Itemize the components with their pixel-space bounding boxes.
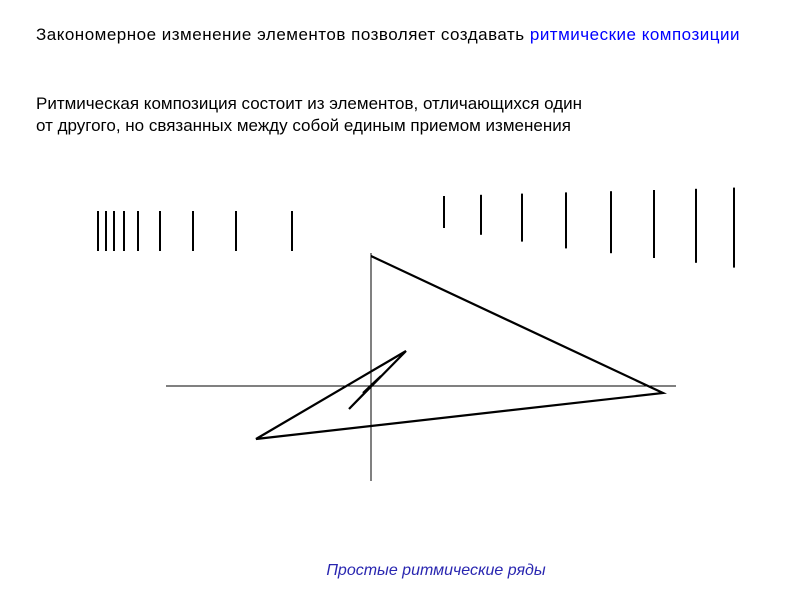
title-black: Закономерное изменение элементов позволя… <box>36 25 530 44</box>
subtitle: Ритмическая композиция состоит из элемен… <box>36 93 764 137</box>
subtitle-line-2: от другого, но связанных между собой еди… <box>36 115 764 137</box>
diagram-container <box>36 161 764 491</box>
page: Закономерное изменение элементов позволя… <box>0 0 800 600</box>
subtitle-line-1: Ритмическая композиция состоит из элемен… <box>36 93 764 115</box>
rhythm-diagram <box>36 161 764 491</box>
page-title: Закономерное изменение элементов позволя… <box>36 24 764 47</box>
caption: Простые ритмические ряды <box>36 562 800 580</box>
title-blue: ритмические композиции <box>530 25 740 44</box>
